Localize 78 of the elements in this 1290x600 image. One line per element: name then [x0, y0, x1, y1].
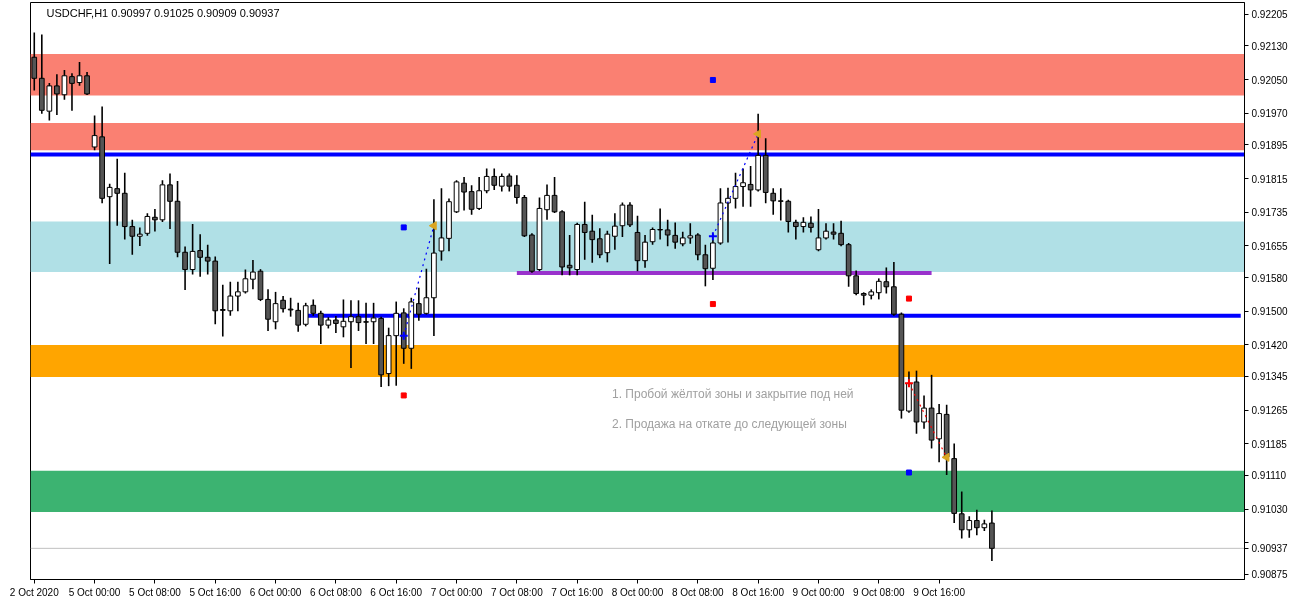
y-tick-label: 0.91580 [1251, 272, 1289, 284]
candlestick [144, 213, 151, 236]
candlestick [853, 270, 860, 296]
x-tick-label: 7 Oct 00:00 [430, 586, 483, 598]
candlestick [76, 61, 83, 86]
point [709, 301, 716, 308]
y-tick-label: 0.91420 [1251, 339, 1289, 351]
candlestick [664, 219, 671, 247]
y-tick-label: 0.92130 [1251, 40, 1289, 52]
point [753, 129, 761, 139]
point [905, 469, 912, 476]
y-tick-label: 0.92205 [1251, 9, 1289, 21]
x-tick-label: 7 Oct 16:00 [551, 586, 604, 598]
candlestick [808, 216, 814, 233]
y-tick-label: 0.91815 [1251, 173, 1289, 185]
candlestick [84, 72, 90, 96]
y-tick-label: 0.90875 [1251, 569, 1289, 581]
candlestick [69, 73, 75, 111]
y-tick-label: 0.91655 [1251, 240, 1289, 252]
candlestick [694, 233, 701, 261]
y-tick-label: 0.91265 [1251, 405, 1289, 417]
point [905, 295, 912, 302]
candlestick [182, 246, 188, 291]
y-tick-label: 0.91185 [1251, 438, 1288, 450]
y-tick-label: 0.91110 [1251, 470, 1287, 482]
x-tick-label: 7 Oct 08:00 [491, 586, 544, 598]
y-tick-label: 0.91735 [1251, 207, 1289, 219]
candlestick [619, 202, 626, 238]
x-tick-label: 6 Oct 08:00 [310, 586, 363, 598]
candlestick [702, 244, 709, 287]
candlestick [672, 222, 679, 249]
candlestick [725, 187, 731, 243]
x-tick-label: 9 Oct 16:00 [913, 586, 966, 598]
candlestick [544, 184, 550, 220]
candlestick [815, 208, 822, 252]
x-tick-label: 5 Oct 16:00 [189, 586, 242, 598]
x-tick-label: 5 Oct 00:00 [68, 586, 121, 598]
x-tick-label: 8 Oct 08:00 [671, 586, 725, 598]
candlestick [348, 300, 354, 369]
x-tick-label: 9 Oct 00:00 [792, 586, 845, 598]
candlestick [732, 172, 739, 209]
x-tick-label: 8 Oct 00:00 [611, 586, 664, 598]
x-tick-label: 9 Oct 08:00 [852, 586, 906, 598]
candlestick [295, 302, 302, 332]
candlestick [770, 188, 777, 215]
y-tick-label: 0.91345 [1251, 371, 1289, 383]
candlestick [355, 300, 362, 331]
y-tick-label: 0.91030 [1251, 504, 1289, 516]
y-tick-label: 0.91500 [1251, 306, 1289, 318]
x-tick-label: 2 Oct 2020 [9, 586, 60, 598]
point [400, 224, 407, 231]
candlestick [687, 223, 694, 244]
candlestick [627, 202, 633, 227]
point [709, 76, 716, 83]
candlestick [265, 289, 271, 331]
candlestick [642, 235, 648, 268]
annotation: 1. Пробой жёлтой зоны и закрытие под ней [612, 386, 854, 401]
x-tick-label: 8 Oct 16:00 [732, 586, 785, 598]
candlestick [167, 173, 173, 230]
chart-title: USDCHF,H1 0.90997 0.91025 0.90909 0.90937 [46, 6, 280, 19]
ref-line-label: 0.90937 [1251, 543, 1289, 555]
x-tick-label: 5 Oct 08:00 [129, 586, 182, 598]
x-tick-label: 6 Oct 00:00 [249, 586, 302, 598]
candlestick [612, 213, 618, 250]
point [400, 392, 407, 399]
x-tick-label: 6 Oct 16:00 [370, 586, 423, 598]
y-tick-label: 0.92050 [1251, 74, 1289, 86]
candlestick [137, 227, 143, 246]
candlestick [740, 168, 746, 207]
candlestick [363, 302, 369, 345]
y-tick-label: 0.91895 [1251, 139, 1289, 151]
y-tick-label: 0.91970 [1251, 108, 1289, 120]
annotation: 2. Продажа на откате до следующей зоны [612, 416, 847, 431]
candlestick [204, 244, 211, 275]
candlestick [921, 395, 927, 429]
point [941, 452, 950, 462]
point [428, 221, 437, 231]
candlestick [438, 188, 445, 261]
